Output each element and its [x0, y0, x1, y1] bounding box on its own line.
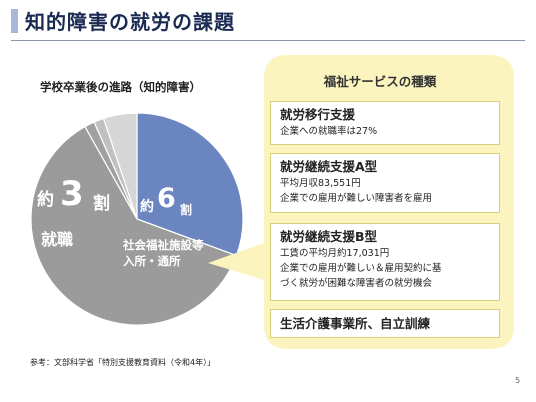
service-card-heading: 就労継続支援B型 — [280, 229, 378, 244]
service-card-text: 企業での雇用が難しい障害者を雇用 — [280, 193, 433, 204]
service-card-text: 企業への就職率は27% — [280, 126, 378, 137]
welfare-suffix: 割 — [180, 203, 193, 217]
service-card-text: づく就労が困難な障害者の就労機会 — [280, 278, 433, 289]
title-underline — [11, 40, 525, 41]
slide-title: 知的障害の就労の課題 — [25, 10, 235, 34]
employment-suffix: 割 — [93, 194, 110, 214]
source-note: 参考：文部科学省「特別支援教育資料（令和4年）」 — [30, 358, 216, 367]
service-card-heading: 就労継続支援A型 — [280, 159, 378, 174]
employment-number: 3 — [60, 174, 84, 214]
service-card-heading: 就労移行支援 — [280, 107, 356, 122]
welfare-prefix: 約 — [140, 199, 154, 215]
service-card-life-care: 生活介護事業所、自立訓練 — [270, 309, 500, 338]
welfare-caption-line1: 社会福祉施設等 — [123, 238, 204, 252]
title-accent-bar — [11, 9, 18, 33]
pie-slice-other-3 — [102, 112, 138, 220]
welfare-number: 6 — [157, 183, 176, 214]
service-card-type-b: 就労継続支援B型 工賃の平均月約17,031円 企業での雇用が難しい＆雇用契約に… — [270, 223, 500, 301]
service-card-text: 企業での雇用が難しい＆雇用契約に基 — [280, 263, 442, 274]
service-card-heading: 生活介護事業所、自立訓練 — [280, 316, 431, 331]
services-panel-title: 福祉サービスの種類 — [323, 74, 437, 89]
service-card-text: 平均月収83,551円 — [280, 178, 361, 189]
page-number: 5 — [515, 376, 521, 385]
service-card-type-a: 就労継続支援A型 平均月収83,551円 企業での雇用が難しい障害者を雇用 — [270, 153, 500, 213]
employment-prefix: 約 — [37, 190, 54, 210]
pie-slice-employment — [136, 112, 244, 257]
pie-chart — [30, 112, 244, 326]
employment-caption: 就職 — [41, 230, 74, 249]
service-card-text: 工賃の平均月約17,031円 — [280, 248, 390, 259]
pie-slice-welfare — [30, 125, 238, 326]
service-card-transition: 就労移行支援 企業への就職率は27% — [270, 101, 500, 145]
chart-title: 学校卒業後の進路（知的障害） — [40, 80, 201, 94]
welfare-caption-line2: 入所・通所 — [123, 254, 181, 268]
